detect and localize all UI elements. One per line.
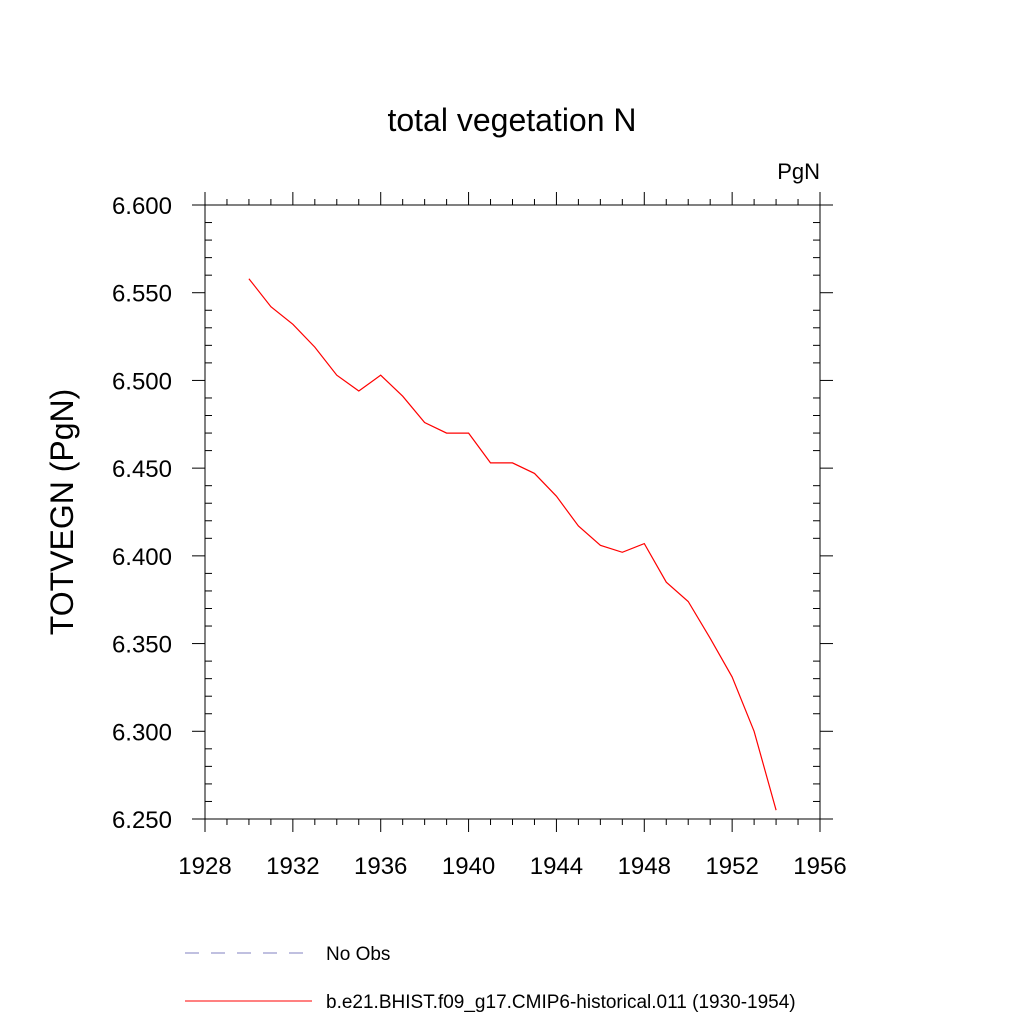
y-tick-label: 6.500 [112, 368, 172, 395]
x-tick-label: 1932 [266, 853, 319, 880]
legend: No Obs b.e21.BHIST.f09_g17.CMIP6-historic… [185, 944, 796, 1013]
x-tick-label: 1956 [793, 853, 846, 880]
x-tick-label: 1952 [705, 853, 758, 880]
y-tick-label: 6.550 [112, 281, 172, 308]
y-tick-label: 6.600 [112, 193, 172, 220]
y-tick-labels: 6.250 6.300 6.350 6.400 6.450 6.500 6.550 6.600 [112, 193, 172, 834]
x-tick-label: 1928 [178, 853, 231, 880]
y-tick-label: 6.300 [112, 719, 172, 746]
y-tick-label: 6.450 [112, 456, 172, 483]
legend-label: No Obs [326, 944, 390, 965]
x-tick-labels: 1928 1932 1936 1940 1944 1948 1952 1956 [178, 853, 846, 880]
legend-label: b.e21.BHIST.f09_g17.CMIP6-historical.011… [326, 992, 796, 1013]
x-tick-label: 1936 [354, 853, 407, 880]
series-line [248, 278, 777, 811]
chart-title: total vegetation N [387, 102, 636, 138]
y-axis-label: TOTVEGN (PgN) [44, 389, 80, 636]
axis-ticks [192, 192, 833, 832]
y-tick-label: 6.400 [112, 544, 172, 571]
plot-frame [204, 204, 821, 820]
y-tick-label: 6.250 [112, 807, 172, 834]
y-tick-label: 6.350 [112, 632, 172, 659]
data-series [248, 278, 777, 811]
x-tick-label: 1948 [618, 853, 671, 880]
x-tick-label: 1944 [530, 853, 583, 880]
units-label: PgN [777, 159, 820, 184]
x-tick-label: 1940 [442, 853, 495, 880]
